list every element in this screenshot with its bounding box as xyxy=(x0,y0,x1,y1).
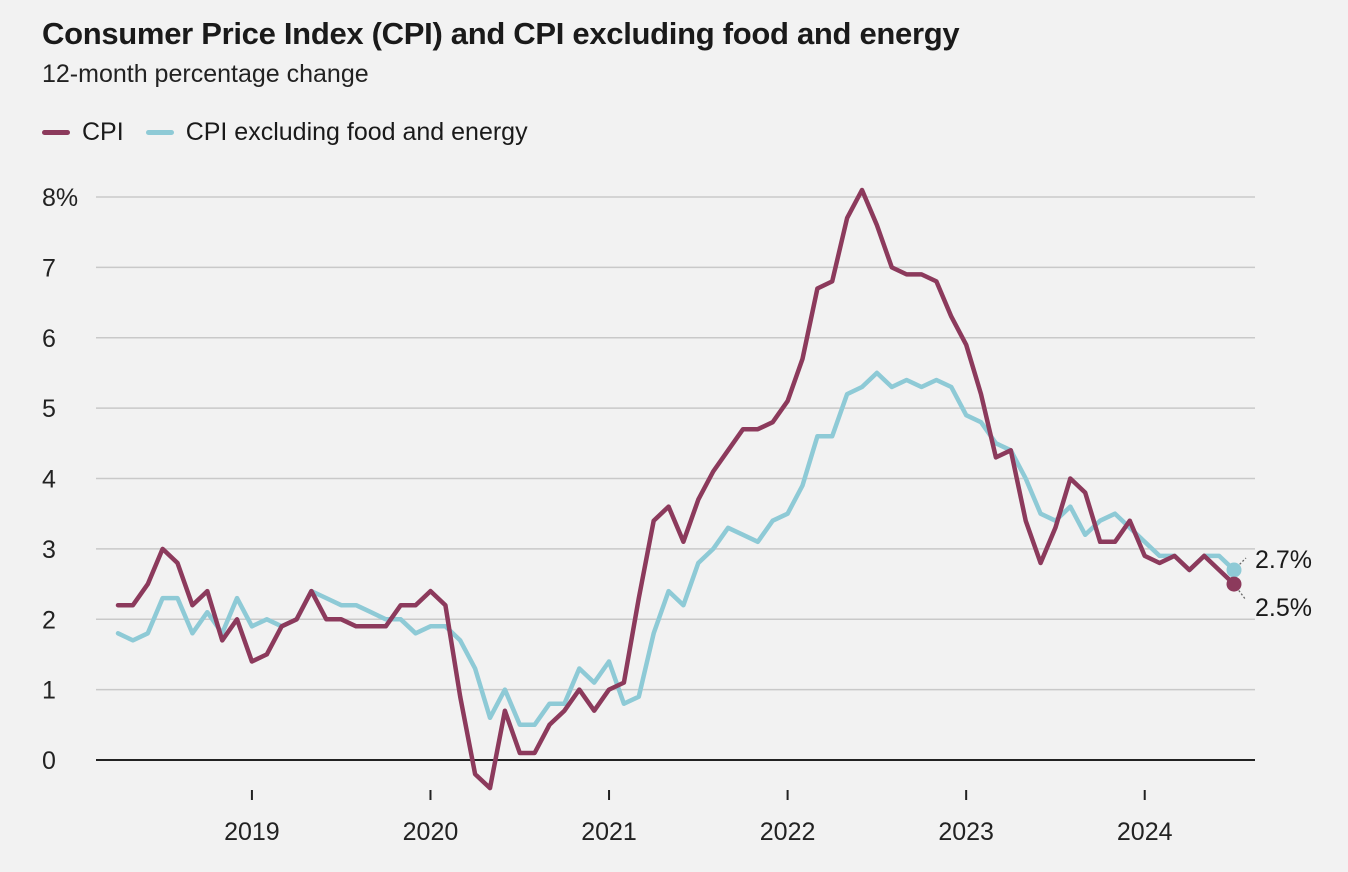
cpi-end-label: 2.5% xyxy=(1255,594,1312,622)
x-tick-label: 2023 xyxy=(938,818,994,846)
x-tick-label: 2022 xyxy=(760,818,816,846)
end-labels: 2.7% 2.5% xyxy=(1226,546,1312,622)
y-tick-label: 3 xyxy=(42,536,56,564)
x-tick-label: 2021 xyxy=(581,818,637,846)
y-tick-label: 6 xyxy=(42,325,56,353)
x-tick-label: 2024 xyxy=(1117,818,1173,846)
x-tick-label: 2020 xyxy=(403,818,459,846)
legend-swatch-cpi xyxy=(42,130,70,135)
chart-title: Consumer Price Index (CPI) and CPI exclu… xyxy=(42,16,960,51)
chart-subtitle: 12-month percentage change xyxy=(42,60,369,88)
legend-item-cpi: CPI xyxy=(42,118,124,147)
y-tick-label: 2 xyxy=(42,606,56,634)
cpi-end-marker xyxy=(1226,576,1242,592)
y-tick-label: 8% xyxy=(42,184,78,212)
y-tick-label: 7 xyxy=(42,254,56,282)
y-tick-label: 5 xyxy=(42,395,56,423)
legend-item-core: CPI excluding food and energy xyxy=(145,118,528,147)
legend-swatch-core xyxy=(145,130,174,135)
core-end-label: 2.7% xyxy=(1255,546,1312,574)
x-axis: 2019 2020 2021 2022 2023 2024 xyxy=(96,759,1255,846)
x-tick-label: 2019 xyxy=(224,818,280,846)
legend: CPI CPI excluding food and energy xyxy=(42,118,550,147)
legend-label-core: CPI excluding food and energy xyxy=(185,118,528,146)
core-end-leader xyxy=(1233,557,1247,571)
y-axis-tick-labels: 0 1 2 3 4 5 6 7 8% xyxy=(42,184,78,775)
gridlines xyxy=(96,196,1255,691)
cpi-end-leader xyxy=(1233,583,1247,601)
legend-label-cpi: CPI xyxy=(82,118,124,146)
y-tick-label: 1 xyxy=(42,677,56,705)
series-lines xyxy=(115,187,1237,791)
core-end-marker xyxy=(1226,562,1242,578)
y-tick-label: 4 xyxy=(42,466,56,494)
cpi-line xyxy=(115,187,1237,791)
y-tick-label: 0 xyxy=(42,747,56,775)
